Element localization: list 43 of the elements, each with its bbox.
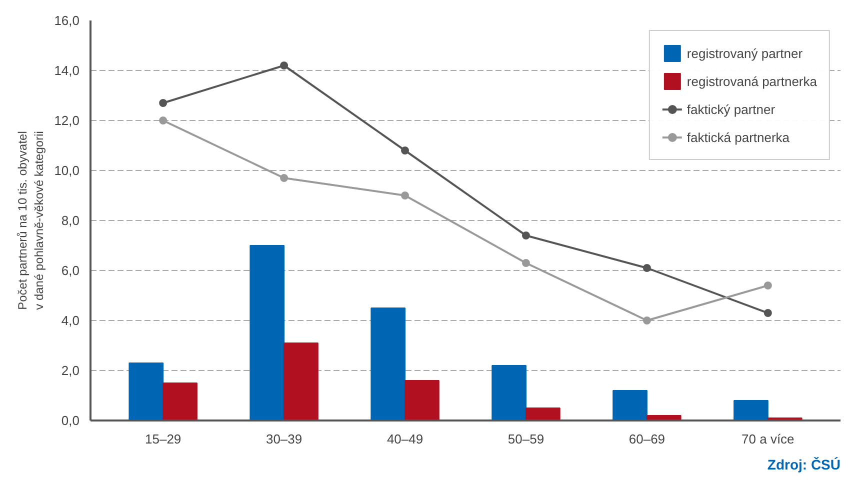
bar [128, 362, 164, 420]
y-tick-label: 4,0 [61, 313, 80, 328]
legend-label: faktický partner [686, 102, 776, 116]
point [522, 259, 530, 267]
bar [492, 365, 526, 420]
x-tick-label: 15–29 [145, 432, 182, 446]
y-axis-title: Počet partnerů na 10 tis. obyvatel v dané pohlavně-věkové kategorii [15, 131, 46, 310]
bar [404, 380, 440, 420]
text: Zdroj: ČSÚ [767, 456, 841, 472]
y-tick-label: 12,0 [54, 113, 80, 128]
point [159, 99, 168, 107]
x-tick-label: 50–59 [508, 432, 544, 446]
legend-label: registrovaná partnerka [686, 74, 817, 88]
y-tick-label: 6,0 [61, 263, 80, 278]
bar [612, 390, 648, 420]
y-tick-label: 14,0 [54, 63, 80, 78]
x-tick-label: 70 a více [742, 432, 794, 446]
x-tick-label: 30–39 [266, 432, 302, 446]
point [642, 264, 651, 272]
y-tick-label: 10,0 [54, 163, 80, 178]
point [764, 282, 772, 290]
bar [370, 308, 406, 420]
y-tick-label: 2,0 [61, 363, 80, 378]
bar [284, 342, 318, 420]
x-tick-label: 60–69 [628, 432, 666, 446]
y-tick-label: 8,0 [61, 213, 80, 228]
y-tick-label: 16,0 [54, 13, 80, 28]
point [280, 62, 288, 70]
y-tick-label: 0,0 [61, 413, 80, 428]
point [522, 232, 530, 240]
bar [250, 245, 285, 420]
point [401, 192, 410, 200]
point [642, 316, 651, 324]
legend-label: registrovaný partner [686, 46, 803, 60]
bar [734, 400, 768, 420]
bar [162, 382, 198, 420]
point [764, 309, 772, 317]
point [280, 174, 288, 182]
point [401, 146, 410, 154]
legend-label: faktická partnerka [686, 130, 790, 144]
point [159, 116, 168, 124]
x-tick-label: 40–49 [386, 432, 424, 446]
bar [525, 408, 560, 420]
